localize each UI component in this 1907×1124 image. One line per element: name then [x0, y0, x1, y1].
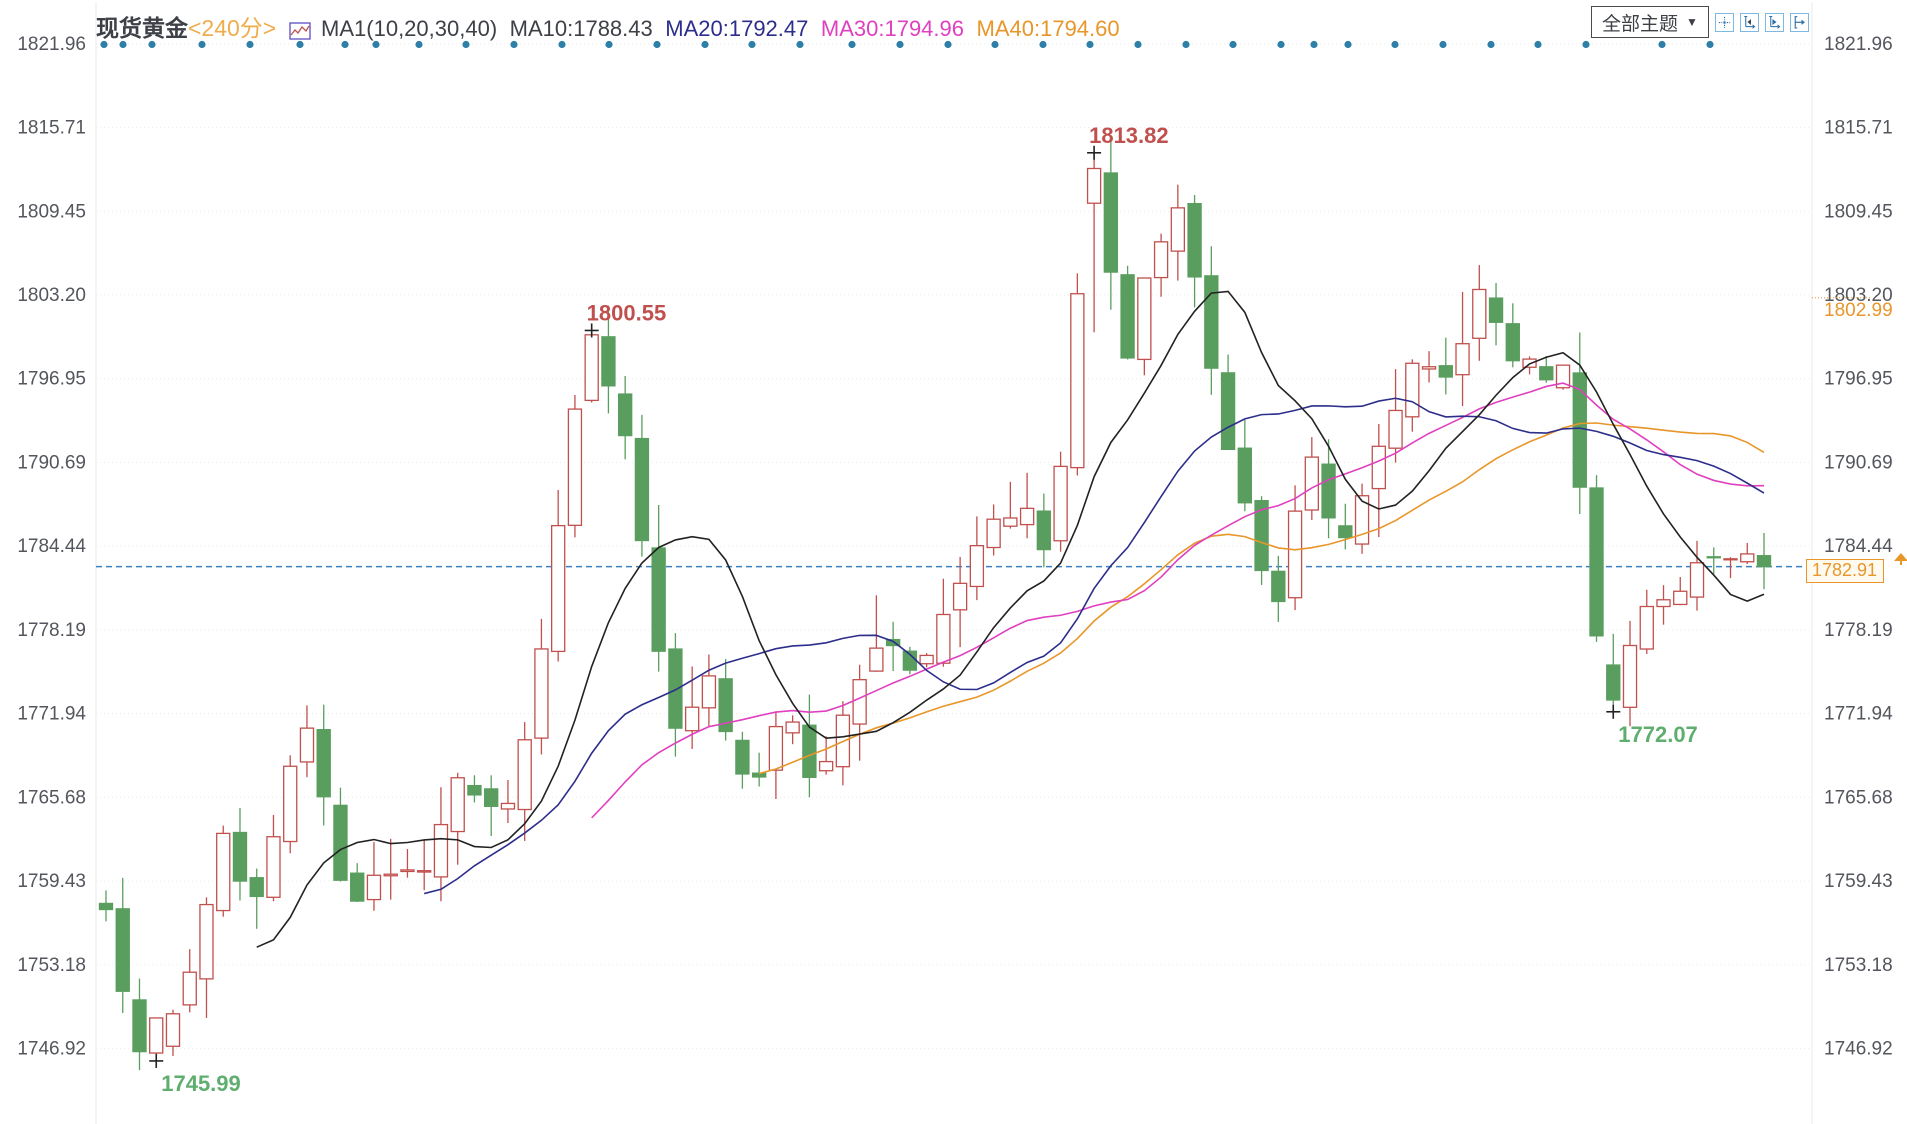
svg-text:1778.19: 1778.19 — [1824, 620, 1893, 641]
svg-text:1771.94: 1771.94 — [17, 704, 86, 725]
svg-text:1746.92: 1746.92 — [17, 1039, 86, 1060]
svg-text:1815.71: 1815.71 — [1824, 117, 1893, 138]
svg-text:1815.71: 1815.71 — [17, 117, 86, 138]
svg-text:1803.20: 1803.20 — [17, 285, 86, 306]
svg-text:1759.43: 1759.43 — [1824, 871, 1893, 892]
svg-text:1784.44: 1784.44 — [17, 536, 86, 557]
svg-text:1821.96: 1821.96 — [1824, 34, 1893, 55]
svg-text:1790.69: 1790.69 — [17, 452, 86, 473]
svg-text:1821.96: 1821.96 — [17, 34, 86, 55]
svg-text:1765.68: 1765.68 — [17, 787, 86, 808]
svg-text:1813.82: 1813.82 — [1089, 123, 1169, 148]
svg-text:1809.45: 1809.45 — [1824, 201, 1893, 222]
svg-text:1772.07: 1772.07 — [1618, 722, 1698, 747]
svg-text:1790.69: 1790.69 — [1824, 452, 1893, 473]
svg-text:1745.99: 1745.99 — [161, 1071, 241, 1096]
svg-text:1778.19: 1778.19 — [17, 620, 86, 641]
svg-text:1800.55: 1800.55 — [587, 300, 667, 325]
svg-text:1771.94: 1771.94 — [1824, 704, 1893, 725]
svg-text:1796.95: 1796.95 — [17, 369, 86, 390]
svg-text:1765.68: 1765.68 — [1824, 787, 1893, 808]
svg-text:1796.95: 1796.95 — [1824, 369, 1893, 390]
svg-text:1753.18: 1753.18 — [17, 955, 86, 976]
svg-text:1759.43: 1759.43 — [17, 871, 86, 892]
svg-text:1802.99: 1802.99 — [1824, 300, 1893, 321]
svg-text:1753.18: 1753.18 — [1824, 955, 1893, 976]
svg-text:1746.92: 1746.92 — [1824, 1039, 1893, 1060]
svg-text:1809.45: 1809.45 — [17, 201, 86, 222]
svg-text:1784.44: 1784.44 — [1824, 536, 1893, 557]
